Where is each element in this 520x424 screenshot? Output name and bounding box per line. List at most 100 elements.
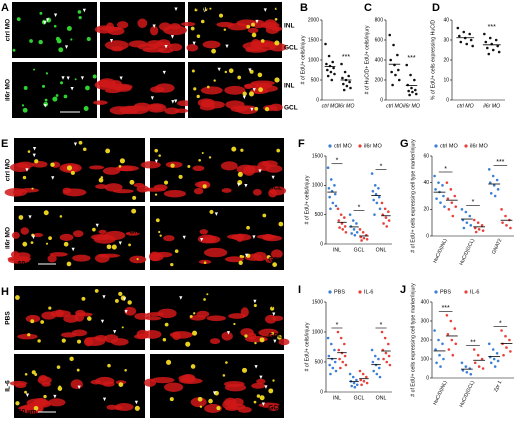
data-point <box>439 201 442 204</box>
data-point <box>500 329 503 332</box>
data-point <box>496 359 500 363</box>
edu-cell <box>213 79 216 82</box>
data-point <box>331 201 335 205</box>
edu-cell <box>128 243 131 247</box>
arrowhead <box>109 38 114 43</box>
edu-cell <box>27 333 31 337</box>
data-point <box>337 219 341 222</box>
y-tick-label: 2000 <box>308 17 319 23</box>
data-point <box>353 233 357 237</box>
data-point <box>465 42 469 46</box>
data-point <box>333 348 336 352</box>
red-stain <box>116 21 129 29</box>
y-tick-label: 1000 <box>312 183 323 189</box>
arrowhead <box>264 385 268 389</box>
panel-letter: C <box>364 2 372 14</box>
data-point <box>441 184 444 187</box>
significance: * <box>444 166 447 173</box>
edu-cell <box>48 306 52 310</box>
data-point <box>377 186 380 190</box>
y-axis-label: # of EdU+ cells/injury <box>300 35 306 84</box>
data-point <box>488 36 492 40</box>
arrowhead <box>100 319 105 324</box>
red-stain <box>59 233 74 241</box>
y-tick-label: 400 <box>421 299 430 305</box>
red-stain <box>149 252 164 262</box>
image-label: il6r MO <box>5 79 12 101</box>
edu-cell <box>158 154 161 157</box>
arrowhead <box>32 146 37 151</box>
edu-cell <box>22 175 27 180</box>
data-point <box>370 172 374 175</box>
image-label: GCL <box>268 405 282 412</box>
red-stain <box>140 161 161 169</box>
edu-cell <box>86 316 92 321</box>
arrowhead <box>73 142 78 147</box>
data-point <box>345 84 349 88</box>
edu-cell <box>76 368 80 372</box>
data-point <box>377 366 381 370</box>
data-point <box>352 381 356 385</box>
edu-cell <box>241 255 245 258</box>
y-tick-label: 1500 <box>308 37 319 43</box>
data-point <box>397 78 401 82</box>
data-point <box>483 32 486 36</box>
data-point <box>473 226 477 230</box>
edu-cell <box>209 209 214 214</box>
edu-cell <box>254 106 259 111</box>
red-stain <box>20 403 44 414</box>
x-tick-label: il6r MO <box>483 103 500 109</box>
data-point <box>343 225 347 228</box>
arrowhead <box>124 310 128 314</box>
data-point <box>355 230 359 234</box>
data-point <box>409 73 412 77</box>
data-point <box>491 48 495 52</box>
edu-cell <box>66 261 72 267</box>
arrowhead <box>174 7 178 12</box>
data-point <box>438 353 441 357</box>
red-stain <box>25 314 41 323</box>
edu-cell <box>31 370 36 375</box>
data-point <box>454 342 458 346</box>
panel-letter: B <box>300 2 308 14</box>
data-point <box>350 232 353 235</box>
data-point <box>468 32 472 36</box>
y-tick-label: 10 <box>443 77 449 83</box>
data-point <box>469 372 473 376</box>
data-point <box>328 363 331 367</box>
data-point <box>341 360 345 364</box>
y-tick-label: 0 <box>320 389 323 395</box>
image-label: A <box>1 2 9 14</box>
edu-cell <box>264 106 270 112</box>
edu-cell <box>251 32 257 38</box>
data-point <box>350 384 353 388</box>
data-point <box>484 40 488 44</box>
edu-cell <box>164 322 169 327</box>
red-stain <box>199 229 208 235</box>
x-tick-label: GNAT2 <box>491 238 503 256</box>
edu-cell <box>45 72 49 75</box>
data-point <box>491 174 495 178</box>
edu-cell <box>253 303 257 308</box>
significance: * <box>336 158 339 165</box>
red-stain <box>143 329 162 339</box>
data-point <box>371 360 375 364</box>
red-stain <box>145 316 162 321</box>
red-stain <box>62 187 72 194</box>
data-point <box>494 38 498 42</box>
arrowhead <box>53 394 57 399</box>
data-point <box>333 184 336 187</box>
arrowhead <box>182 235 186 240</box>
data-point <box>358 369 362 373</box>
data-point <box>394 73 397 77</box>
data-point <box>505 346 508 349</box>
data-point <box>388 363 392 367</box>
edu-cell <box>33 68 36 71</box>
arrowhead <box>225 44 229 49</box>
data-point <box>339 366 342 370</box>
data-point <box>392 43 395 47</box>
data-point <box>365 375 368 379</box>
data-point <box>380 330 384 334</box>
data-point <box>342 88 346 92</box>
legend-swatch <box>434 290 438 294</box>
